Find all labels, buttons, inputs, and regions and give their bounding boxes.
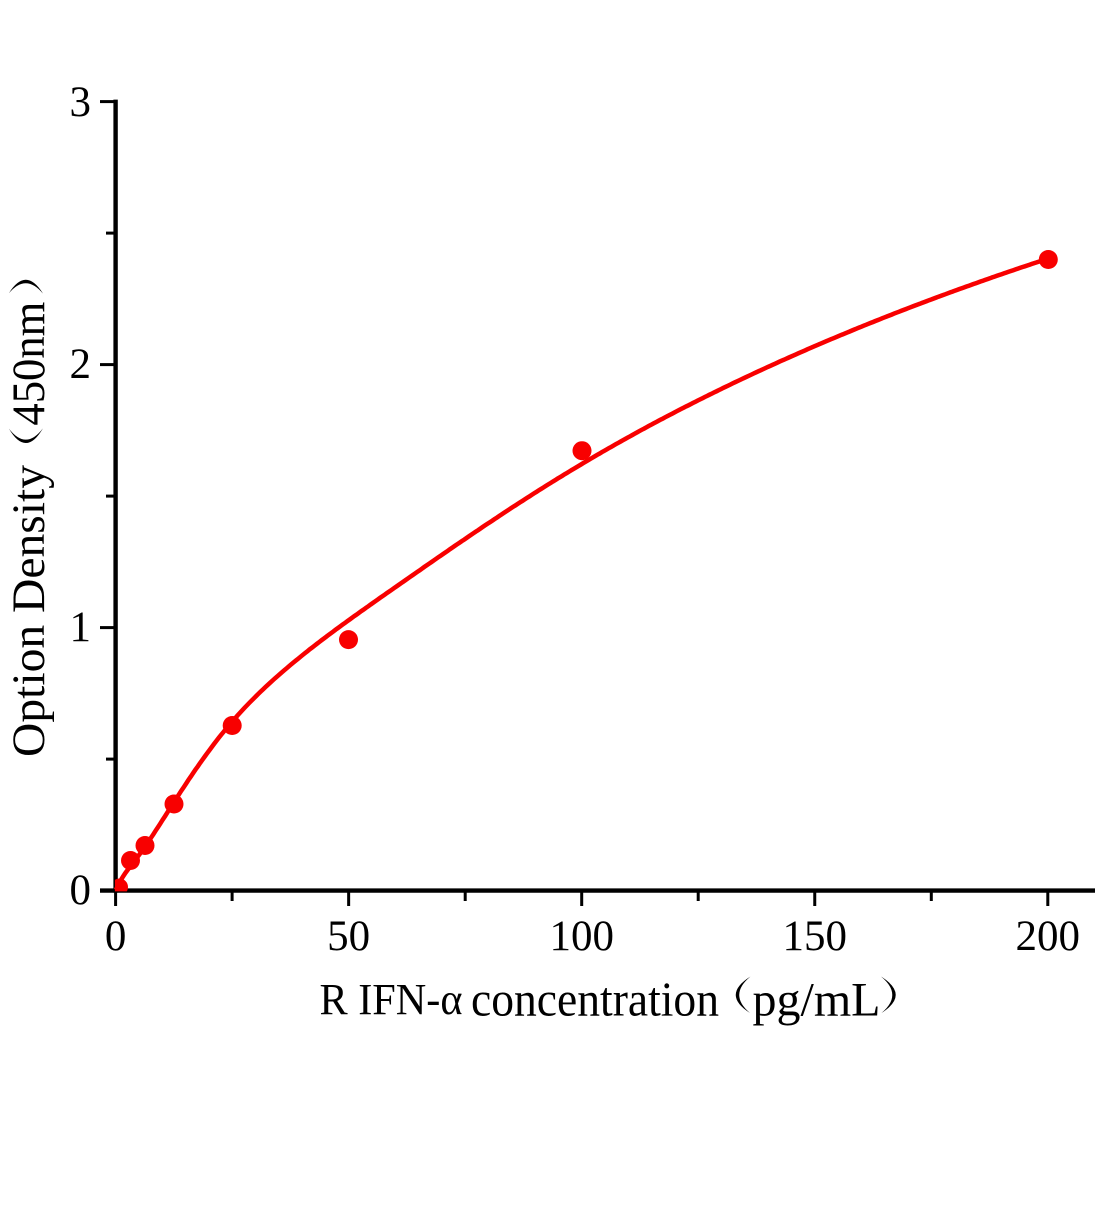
svg-text:concentration: concentration xyxy=(471,972,719,1027)
svg-text:150: 150 xyxy=(783,913,848,960)
svg-text:3: 3 xyxy=(70,79,92,126)
svg-text:0: 0 xyxy=(105,913,127,960)
svg-text:100: 100 xyxy=(549,913,614,960)
svg-text:pg/mL: pg/mL xyxy=(753,974,881,1027)
svg-text:2: 2 xyxy=(70,341,92,388)
svg-text:1: 1 xyxy=(70,604,92,651)
svg-text:0: 0 xyxy=(70,867,92,914)
svg-text:R IFN-α: R IFN-α xyxy=(320,975,463,1024)
svg-text:450nm: 450nm xyxy=(3,302,55,426)
svg-text:50: 50 xyxy=(327,913,370,960)
svg-text:200: 200 xyxy=(1016,913,1081,960)
svg-text:Option Density: Option Density xyxy=(3,465,55,757)
